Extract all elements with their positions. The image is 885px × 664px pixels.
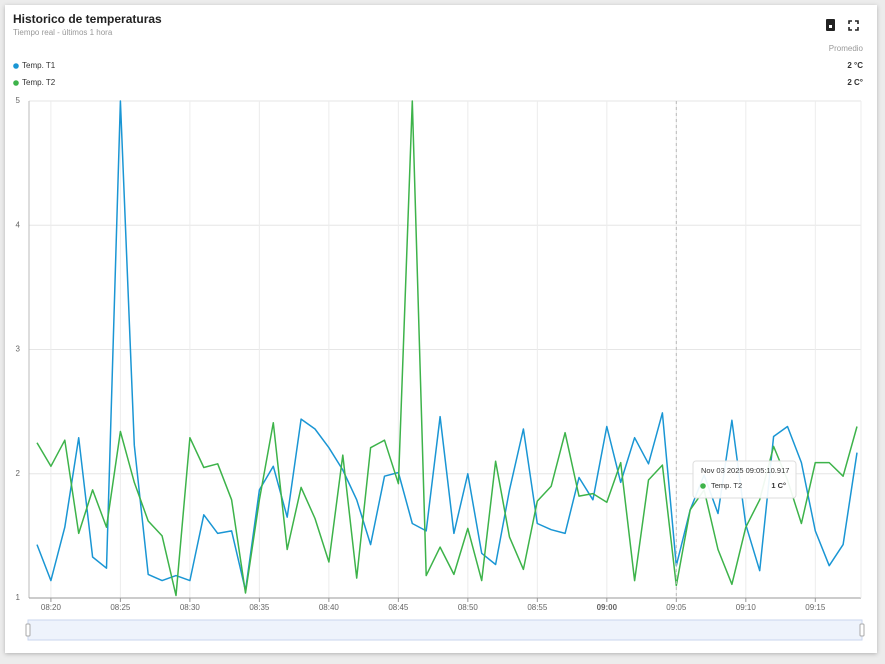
y-tick-label: 3: [16, 345, 21, 354]
x-tick-label: 09:10: [736, 603, 757, 612]
zoom-slider[interactable]: [27, 619, 863, 641]
y-tick-label: 2: [16, 469, 21, 478]
legend-value: 2 °C: [847, 61, 863, 70]
x-tick-label: 08:25: [110, 603, 131, 612]
series-line: [36, 100, 858, 597]
x-tick-label: 08:40: [319, 603, 340, 612]
y-tick-label: 4: [16, 220, 21, 229]
tooltip-swatch: [700, 483, 706, 489]
x-tick-label: 08:55: [527, 603, 548, 612]
x-tick-label: 09:05: [666, 603, 687, 612]
tooltip-series: Temp. T2: [711, 481, 742, 490]
chart-subtitle: Tiempo real - últimos 1 hora: [13, 28, 113, 37]
fullscreen-icon[interactable]: [848, 20, 859, 31]
legend-swatch: [13, 80, 19, 86]
x-tick-label: 08:50: [458, 603, 479, 612]
x-tick-label: 09:00: [597, 603, 618, 612]
tooltip: [692, 460, 797, 499]
tooltip-value: 1 C°: [771, 481, 786, 490]
x-tick-label: 08:35: [249, 603, 270, 612]
card: [5, 5, 877, 653]
legend-header: Promedio: [829, 44, 864, 53]
legend-label: Temp. T2: [22, 78, 56, 87]
zoom-handle[interactable]: [859, 623, 865, 637]
y-tick-label: 5: [16, 96, 21, 105]
x-tick-label: 08:45: [388, 603, 409, 612]
zoom-handle[interactable]: [25, 623, 31, 637]
legend-value: 2 C°: [847, 78, 863, 87]
x-tick-label: 08:30: [180, 603, 201, 612]
x-tick-label: 09:15: [805, 603, 826, 612]
y-tick-label: 1: [16, 593, 21, 602]
chart-title: Historico de temperaturas: [13, 12, 162, 26]
legend-swatch: [13, 63, 19, 69]
export-icon[interactable]: [826, 19, 835, 31]
tooltip-time: Nov 03 2025 09:05:10.917: [701, 466, 789, 475]
legend-label: Temp. T1: [22, 61, 56, 70]
x-tick-label: 08:20: [41, 603, 62, 612]
